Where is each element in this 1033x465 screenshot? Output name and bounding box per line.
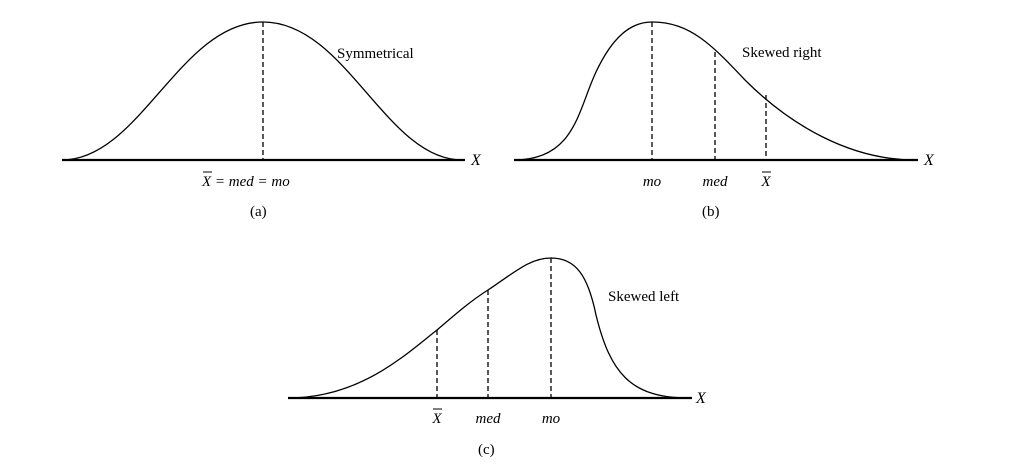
panel-b-mean-label: X	[760, 174, 771, 190]
panel-a-caption: (a)	[250, 204, 267, 220]
panel-a-xbar-symbol: X	[201, 174, 212, 190]
panel-b-axis-label: X	[923, 152, 935, 169]
panel-c: Skewed left X X med mo (c)	[287, 257, 707, 458]
panel-c-title: Skewed left	[608, 289, 680, 305]
panel-b-caption: (b)	[702, 204, 720, 220]
panel-c-mean-label: X	[431, 411, 442, 427]
panel-a-equality-text: = med = mo	[211, 174, 290, 190]
panel-a-axis-label: X	[470, 152, 482, 169]
panel-b-median-label: med	[703, 174, 728, 190]
panel-b-right-skewed-curve	[513, 21, 916, 161]
panel-a-title: Symmetrical	[337, 46, 414, 62]
panel-c-mode-label: mo	[542, 411, 561, 427]
panel-a: Symmetrical X X = med = mo (a)	[61, 21, 482, 220]
panel-a-marker-label: X = med = mo	[201, 174, 290, 190]
panel-c-median-label: med	[476, 411, 501, 427]
panel-b-mode-label: mo	[643, 174, 662, 190]
panel-b-title: Skewed right	[742, 45, 822, 61]
panel-a-symmetric-curve	[61, 21, 463, 161]
panel-c-caption: (c)	[478, 442, 495, 458]
panel-c-axis-label: X	[695, 390, 707, 407]
panel-c-left-skewed-curve	[287, 257, 689, 399]
panel-b: Skewed right X mo med X (b)	[513, 21, 935, 220]
